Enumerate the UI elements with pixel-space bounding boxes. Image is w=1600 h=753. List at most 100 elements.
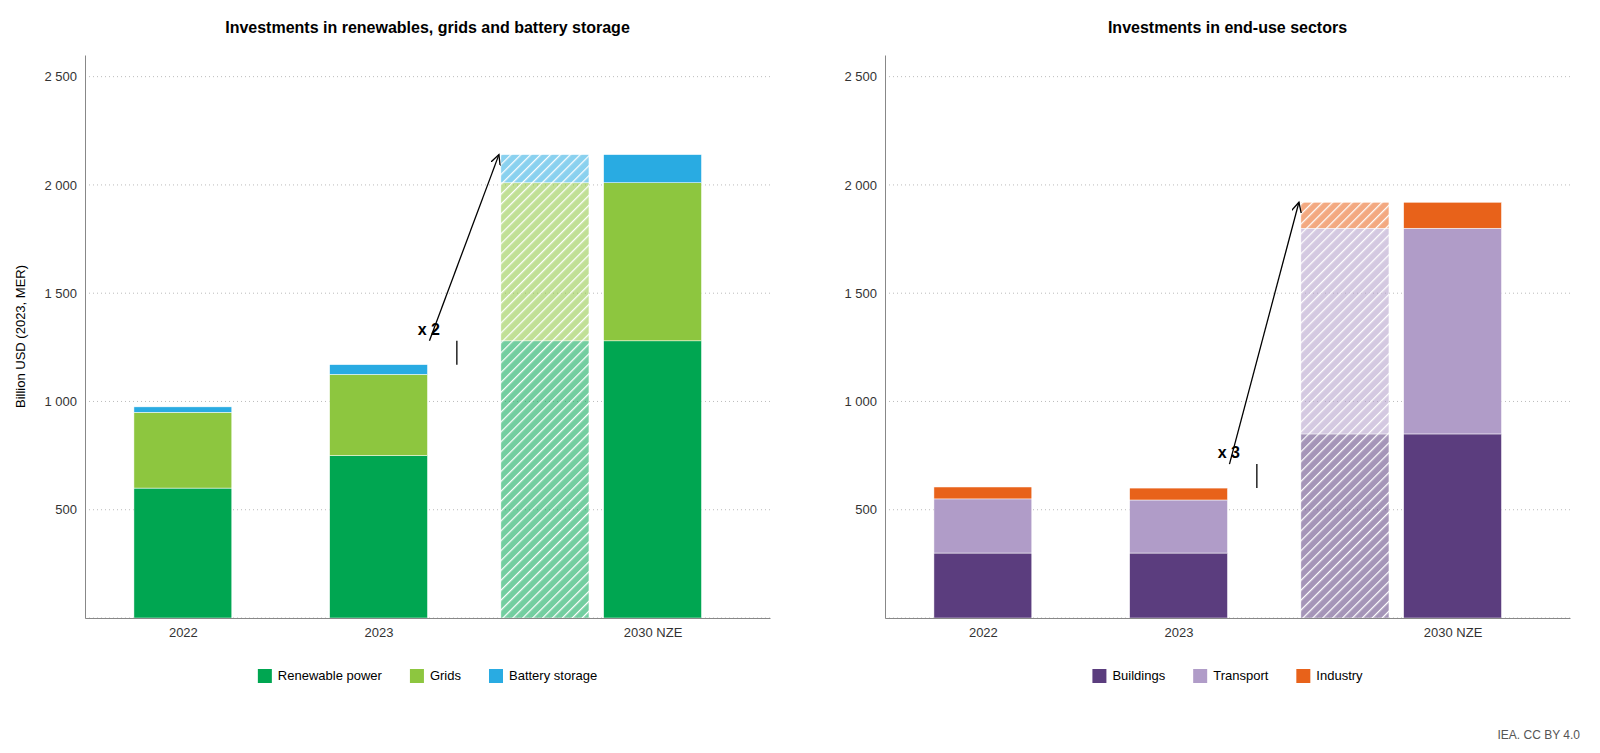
x-tick: 2022 <box>969 618 998 640</box>
ghost-bar <box>1301 228 1389 434</box>
x-axis-line <box>86 618 771 619</box>
x-axis: 2022 2023 2030 NZE <box>86 618 771 640</box>
y-tick: 2 500 <box>44 69 85 84</box>
annotation-line <box>456 341 457 365</box>
y-tick-label: 1 500 <box>844 286 877 301</box>
chart-svg: 500 1 000 1 500 2 000 2 500 2022 2023 2030 NZE I… <box>0 0 1600 753</box>
x-tick: 2022 <box>169 618 198 640</box>
x-tick: 2030 NZE <box>624 618 683 640</box>
annotation-line <box>1256 464 1257 488</box>
panel: 500 1 000 1 500 2 000 2 500 2022 2023 2030 NZE I… <box>13 19 771 683</box>
background <box>0 0 1600 753</box>
x-tick-label: 2023 <box>365 625 394 640</box>
x-tick-label: 2022 <box>169 625 198 640</box>
y-axis: 500 1 000 1 500 2 000 2 500 <box>44 56 85 619</box>
bar <box>134 407 232 412</box>
legend-label: Grids <box>430 668 462 683</box>
x-tick-label: 2022 <box>969 625 998 640</box>
title: Investments in end-use sectors <box>1108 19 1347 36</box>
grid-line <box>885 76 1570 77</box>
legend-swatch <box>489 669 503 683</box>
legend-label: Transport <box>1213 668 1269 683</box>
bar <box>604 155 702 183</box>
y-tick-label: 500 <box>855 502 877 517</box>
x-axis: 2022 2023 2030 NZE <box>886 618 1571 640</box>
grid-line <box>85 76 770 77</box>
legend-item: Grids <box>410 668 462 683</box>
y-tick: 500 <box>855 502 885 517</box>
bar <box>934 499 1032 553</box>
bar <box>134 488 232 618</box>
bar <box>934 487 1032 499</box>
title: Investments in renewables, grids and bat… <box>225 19 630 36</box>
legend-swatch <box>1296 669 1310 683</box>
legend: Renewable power Grids Battery storage <box>258 668 597 683</box>
legend-label: Buildings <box>1112 668 1165 683</box>
y-tick: 1 500 <box>44 286 85 301</box>
y-axis-line <box>85 56 86 619</box>
y-tick-label: 1 000 <box>844 394 877 409</box>
ghost-bar <box>1301 202 1389 228</box>
y-tick-label: 1 000 <box>44 394 77 409</box>
legend-swatch <box>258 669 272 683</box>
bars <box>934 202 1502 618</box>
credit: IEA. CC BY 4.0 <box>1498 728 1581 742</box>
y-tick: 1 500 <box>844 286 885 301</box>
legend-item: Battery storage <box>489 668 597 683</box>
y-tick: 2 000 <box>44 178 85 193</box>
legend-swatch <box>1092 669 1106 683</box>
y-tick-label: 2 500 <box>844 69 877 84</box>
y-tick-label: 1 500 <box>44 286 77 301</box>
bar <box>1404 228 1502 434</box>
y-tick: 500 <box>55 502 85 517</box>
bar <box>1404 202 1502 228</box>
ghost-bar <box>501 341 589 618</box>
y-tick-label: 2 500 <box>44 69 77 84</box>
y-tick: 1 000 <box>44 394 85 409</box>
legend-item: Transport <box>1193 668 1269 683</box>
y-tick: 2 000 <box>844 178 885 193</box>
bar <box>604 183 702 341</box>
y-tick-label: 500 <box>55 502 77 517</box>
bar <box>1130 488 1228 500</box>
bar <box>1404 434 1502 618</box>
x-tick-label: 2023 <box>1165 625 1194 640</box>
legend-item: Buildings <box>1092 668 1165 683</box>
x-axis-line <box>886 618 1571 619</box>
y-axis-line <box>885 56 886 619</box>
legend-label: Renewable power <box>278 668 383 683</box>
bar <box>330 365 428 375</box>
grid <box>885 77 1570 618</box>
legend: Buildings Transport Industry <box>1092 668 1363 683</box>
annotation-arrow <box>429 155 498 341</box>
ghost-bar <box>501 155 589 183</box>
annotation: x 3 <box>1218 444 1240 461</box>
legend-swatch <box>410 669 424 683</box>
x-tick-label: 2030 NZE <box>624 625 683 640</box>
y-axis-title: Billion USD (2023, MER) <box>13 265 28 408</box>
bar <box>604 341 702 618</box>
x-tick: 2030 NZE <box>1424 618 1483 640</box>
panel: 500 1 000 1 500 2 000 2 500 2022 2023 2030 NZE I… <box>844 19 1570 683</box>
y-tick: 2 500 <box>844 69 885 84</box>
bar <box>330 456 428 618</box>
y-tick: 1 000 <box>844 394 885 409</box>
ghost-bar <box>501 183 589 341</box>
x-tick-label: 2030 NZE <box>1424 625 1483 640</box>
bar <box>330 374 428 455</box>
legend-swatch <box>1193 669 1207 683</box>
bar <box>1130 500 1228 553</box>
y-tick-label: 2 000 <box>844 178 877 193</box>
annotation: x 2 <box>418 321 440 338</box>
annotation-arrow <box>1229 202 1298 464</box>
grid-line <box>885 184 1570 185</box>
x-tick: 2023 <box>365 618 394 640</box>
legend-item: Industry <box>1296 668 1363 683</box>
legend-label: Battery storage <box>509 668 597 683</box>
bar <box>134 412 232 488</box>
y-tick-label: 2 000 <box>44 178 77 193</box>
ghost-bar <box>1301 434 1389 618</box>
grid <box>85 77 770 618</box>
x-tick: 2023 <box>1165 618 1194 640</box>
bar <box>934 553 1032 618</box>
